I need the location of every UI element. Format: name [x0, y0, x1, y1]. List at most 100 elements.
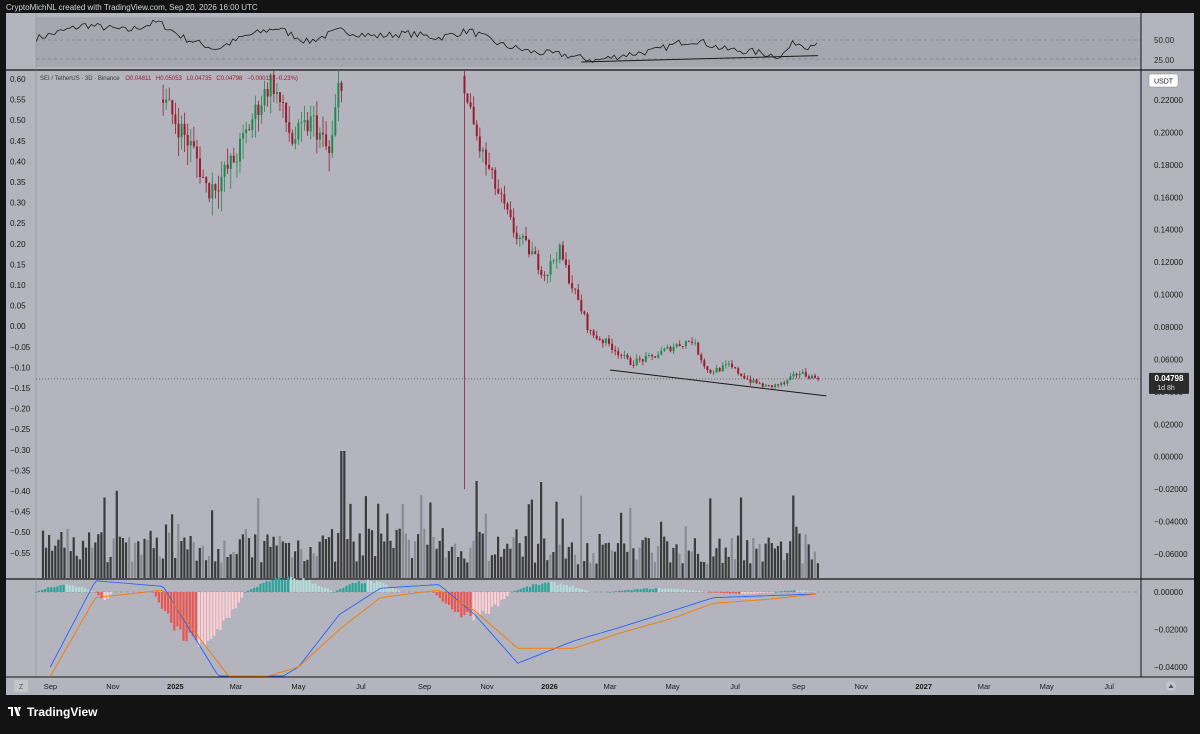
candle-body	[564, 259, 567, 265]
macd-hist-bar	[694, 590, 698, 592]
bottom-left-zoom-control[interactable]: Z	[14, 680, 28, 692]
volume-bar	[660, 521, 663, 578]
volume-bar	[174, 558, 177, 578]
macd-hist-bar	[506, 592, 509, 596]
macd-hist-bar	[587, 591, 590, 592]
time-axis-label: May	[291, 682, 305, 691]
macd-hist-bar	[103, 592, 106, 601]
candle-body	[675, 344, 678, 347]
volume-bar	[429, 502, 432, 578]
candle-body	[721, 365, 724, 372]
rsi-trendline[interactable]	[581, 55, 819, 63]
zoom-button-bg[interactable]	[14, 680, 28, 692]
macd-hist-bar	[691, 590, 695, 592]
macd-hist-bar	[154, 592, 157, 597]
volume-bar	[303, 561, 306, 578]
currency-badge[interactable]	[1148, 73, 1179, 88]
price-panel[interactable]: SEI / TetherUS · 3D · Binance O0.04811 H…	[10, 70, 1189, 578]
macd-hist-bar	[768, 592, 771, 593]
macd-hist-bar	[550, 581, 553, 592]
macd-hist-bar	[342, 587, 345, 592]
macd-axis[interactable]: 0.00000 −0.02000 −0.04000	[1154, 588, 1188, 672]
macd-hist-bar	[710, 592, 713, 593]
candle-body	[574, 288, 577, 290]
volume-bar	[570, 542, 573, 578]
volume-bar	[97, 534, 100, 578]
volume-bar	[672, 547, 675, 578]
time-axis-label: Jul	[1104, 682, 1114, 691]
macd-hist-bar	[71, 585, 74, 592]
left-axis-tick-label: −0.55	[10, 549, 31, 558]
volume-bar	[786, 553, 789, 578]
volume-bar	[506, 543, 509, 578]
candle-body	[466, 93, 469, 103]
macd-hist-bar	[778, 591, 781, 593]
macd-hist-bar	[237, 592, 240, 603]
volume-bar	[51, 550, 54, 578]
macd-hist-bar	[713, 592, 716, 593]
left-axis-tick-label: −0.10	[10, 363, 31, 372]
volume-bar	[678, 553, 681, 578]
macd-hist-bar	[305, 581, 308, 592]
macd-hist-bar	[584, 589, 587, 592]
volume-bar	[770, 543, 773, 578]
candle-body	[743, 375, 746, 379]
time-axis[interactable]: Sep Nov 2025 Mar May Jul Sep Nov 2026 Mar May Jul Se…	[44, 682, 1115, 691]
macd-hist-bar	[553, 582, 556, 592]
volume-bar	[746, 540, 749, 578]
volume-bar	[284, 543, 287, 578]
volume-bar	[241, 534, 244, 578]
macd-hist-bar	[56, 586, 59, 592]
volume-bar	[364, 496, 367, 578]
volume-bar	[155, 537, 158, 578]
volume-bar	[152, 548, 155, 578]
zoom-icon[interactable]: Z	[19, 684, 24, 691]
macd-hist-bar	[302, 578, 305, 592]
chevron-up-icon[interactable]	[1168, 684, 1174, 688]
volume-bar	[549, 554, 552, 578]
macd-panel[interactable]: 0.00000 −0.02000 −0.04000	[34, 576, 1188, 677]
volume-bar	[426, 544, 429, 578]
macd-hist-bar	[271, 580, 274, 592]
candle-body	[657, 354, 660, 358]
volume-bar	[146, 539, 149, 578]
macd-hist-bar	[265, 581, 268, 592]
tradingview-logo[interactable]: TradingView	[8, 705, 98, 719]
volume-bar	[346, 539, 349, 578]
macd-hist-bar	[771, 592, 774, 593]
volume-bar	[109, 556, 112, 578]
macd-hist-bar	[762, 592, 765, 593]
volume-bar	[727, 556, 730, 578]
bottom-right-settings[interactable]	[1166, 681, 1176, 691]
macd-hist-bar	[541, 583, 544, 592]
volume-bar	[106, 562, 109, 578]
volume-bar	[700, 561, 703, 578]
volume-bar	[666, 541, 669, 578]
volume-bar	[112, 538, 115, 578]
candle-body	[195, 146, 198, 159]
candle-body	[235, 161, 238, 163]
candle-body	[211, 184, 214, 199]
candle-body	[598, 338, 601, 341]
candle-body	[780, 382, 783, 386]
macd-hist-bar	[160, 592, 164, 609]
macd-hist-bar	[494, 592, 497, 605]
macd-hist-bar	[432, 592, 435, 593]
legend-close: C0.04798	[216, 76, 243, 82]
volume-bar	[792, 495, 795, 578]
volume-bar	[266, 534, 269, 578]
volume-bar	[81, 540, 85, 578]
candle-body	[282, 102, 284, 103]
macd-hist-bar	[481, 592, 484, 611]
volume-bar	[752, 538, 755, 578]
candle-body	[186, 134, 189, 146]
candle-body	[481, 149, 484, 152]
left-price-axis[interactable]: 0.60 0.55 0.50 0.45 0.40 0.35 0.30 0.25 0.20 0.15…	[10, 75, 31, 558]
macd-hist-bar	[68, 585, 71, 592]
price-trendline[interactable]	[609, 369, 827, 397]
volume-bar	[226, 557, 229, 578]
volume-bar	[816, 563, 819, 578]
rsi-panel[interactable]: 50.00 25.00	[35, 17, 1175, 67]
